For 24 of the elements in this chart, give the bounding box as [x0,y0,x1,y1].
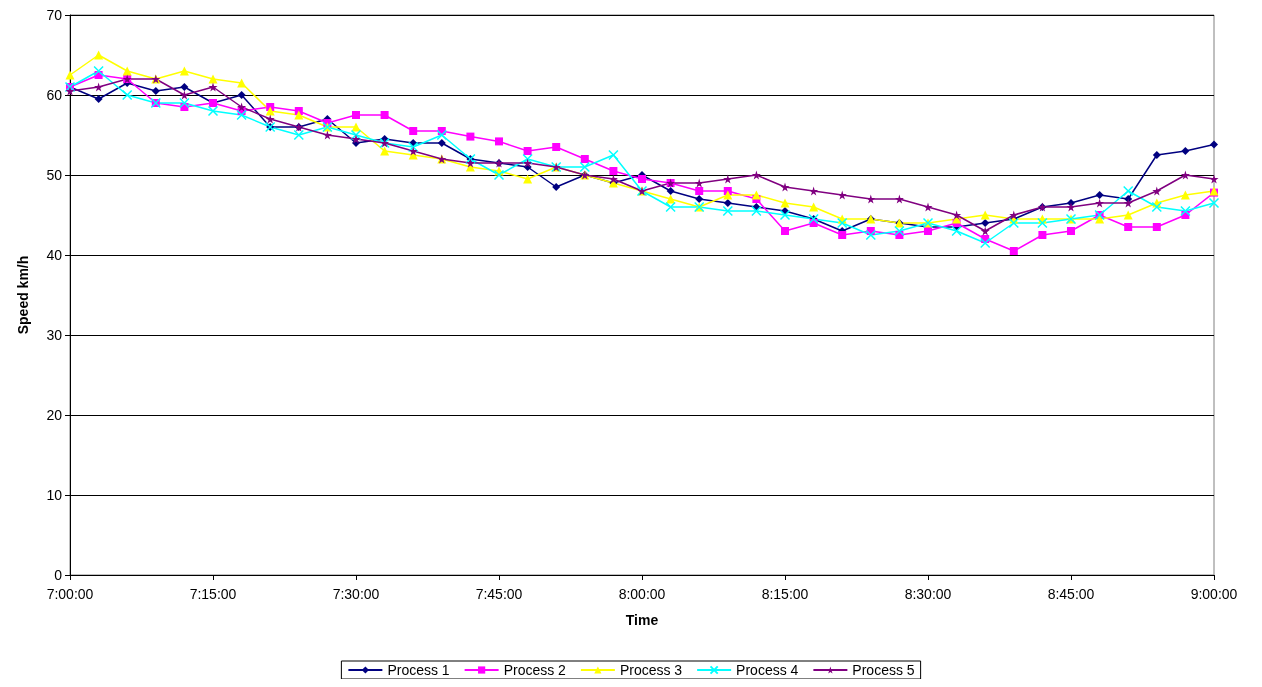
y-tick-label: 60 [46,87,63,103]
x-tick-label: 7:30:00 [332,586,380,602]
legend-label: Process 5 [852,662,915,678]
y-tick-label: 30 [46,327,63,343]
y-tick-label: 20 [46,407,63,423]
x-tick-label: 8:45:00 [1047,586,1095,602]
y-tick-label: 40 [46,247,63,263]
legend-label: Process 4 [736,662,799,678]
x-tick-label: 9:00:00 [1190,586,1238,602]
y-tick-label: 50 [46,167,63,183]
y-tick-label: 70 [46,7,63,23]
y-tick-label: 10 [46,487,63,503]
y-tick-label: 0 [54,567,63,583]
x-axis-title: Time [625,612,659,628]
legend-label: Process 2 [503,662,567,678]
y-axis-title: Speed km/h [15,255,31,335]
legend-label: Process 1 [387,662,450,678]
x-tick-label: 8:15:00 [761,586,809,602]
legend-label: Process 3 [619,662,683,678]
x-tick-label: 8:00:00 [618,586,666,602]
x-tick-label: 7:00:00 [46,586,94,602]
x-tick-label: 8:30:00 [904,586,952,602]
x-tick-label: 7:15:00 [189,586,237,602]
x-tick-label: 7:45:00 [475,586,523,602]
